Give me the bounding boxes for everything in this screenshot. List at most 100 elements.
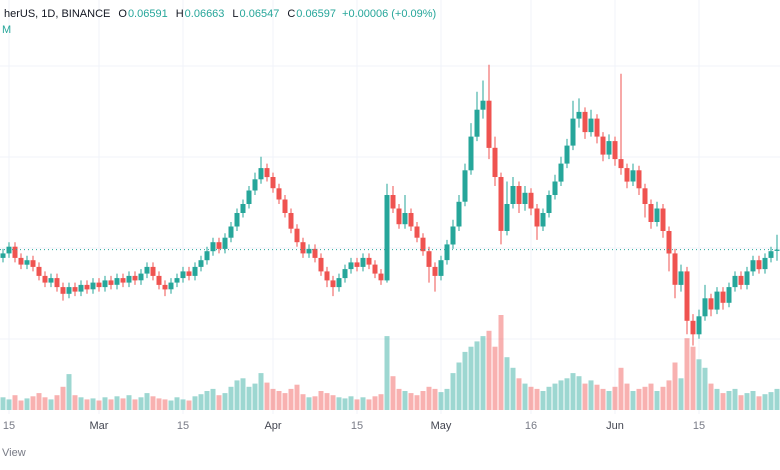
candle-body [318,257,324,272]
time-axis-label[interactable]: Apr [264,420,281,432]
ohlc-close-label: C [287,8,296,20]
tradingview-watermark[interactable]: View [2,447,26,459]
volume-bar [624,383,630,410]
time-axis-label[interactable]: 15 [177,420,189,432]
volume-bar [228,386,234,410]
candle-body [702,298,708,317]
volume-bar [708,383,714,410]
volume-bar [408,393,414,410]
candle-body [168,282,174,290]
candle-body [198,260,204,267]
volume-bar [426,386,432,410]
volume-bar [90,398,96,410]
candle-body [222,237,228,249]
volume-bar [72,395,78,410]
candle-body [546,195,552,213]
volume-bar [726,391,732,410]
candle-body [438,260,444,276]
time-axis[interactable]: 15 Mar 15 Apr 15 May 16 Jun 15 [3,420,705,432]
candle-body [390,195,396,209]
volume-bar [750,391,756,410]
candle-body [210,242,216,252]
candle-body [54,278,60,288]
volume-bar [24,398,30,410]
price-pane[interactable] [0,64,780,346]
time-axis-label[interactable]: May [431,420,452,432]
ohlc-open-value: 0.06591 [127,8,168,20]
time-axis-label[interactable]: 16 [525,420,537,432]
volume-bar [48,399,54,410]
volume-bar [162,399,168,410]
candle-body [288,213,294,229]
candle-body [24,260,30,265]
volume-bar [276,391,282,410]
volume-bar [456,362,462,410]
candle-body [696,316,702,335]
volume-bar [702,367,708,410]
time-axis-label[interactable]: 15 [351,420,363,432]
volume-bar [150,396,156,410]
candle-body [486,100,492,148]
volume-bar [390,376,396,410]
symbol-title[interactable]: herUS, 1D, BINANCE [4,8,111,20]
candle-body [264,168,270,178]
volume-bar [690,346,696,410]
candle-body [150,266,156,276]
candle-body [552,181,558,195]
volume-bar [234,380,240,410]
volume-bar [720,393,726,410]
candle-body [144,266,150,274]
candle-body [324,271,330,281]
time-axis-label[interactable]: Jun [606,420,624,432]
volume-bar [642,386,648,410]
volume-bar [204,391,210,410]
candle-body [624,168,630,182]
time-axis-label[interactable]: 15 [693,420,705,432]
candle-body [432,266,438,276]
candle-body [336,278,342,288]
volume-bar [738,395,744,410]
candle-body [726,287,732,303]
candle-body [36,266,42,276]
volume-pane[interactable] [0,315,780,410]
volume-bar [360,397,366,410]
candle-body [48,278,54,283]
candle-body [528,192,534,209]
volume-bar [546,386,552,410]
volume-bar [696,359,702,410]
volume-bar [42,397,48,410]
volume-bar [306,397,312,410]
indicator-label[interactable]: M [2,24,12,36]
candle-body [246,190,252,204]
volume-bar [144,393,150,410]
candle-body [642,188,648,204]
volume-bar [174,397,180,410]
time-axis-label[interactable]: Mar [90,420,109,432]
volume-bar [300,394,306,410]
candle-body [450,226,456,245]
candle-body [594,118,600,137]
candle-body [774,249,780,251]
volume-bar [258,373,264,410]
volume-bar [522,383,528,410]
time-axis-label[interactable]: 15 [3,420,15,432]
candle-body [342,269,348,279]
volume-bar [438,392,444,410]
volume-bar [192,396,198,410]
candle-body [414,226,420,238]
candle-body [420,237,426,252]
volume-bar [30,396,36,410]
candle-body [300,242,306,254]
candle-body [312,248,318,258]
volume-bar [372,396,378,410]
volume-bar [462,351,468,410]
candle-body [612,141,618,160]
volume-bar [666,380,672,410]
volume-bar [126,395,132,410]
volume-bar [198,394,204,410]
candle-body [744,271,750,285]
candle-body [132,275,138,281]
candle-body [636,170,642,189]
